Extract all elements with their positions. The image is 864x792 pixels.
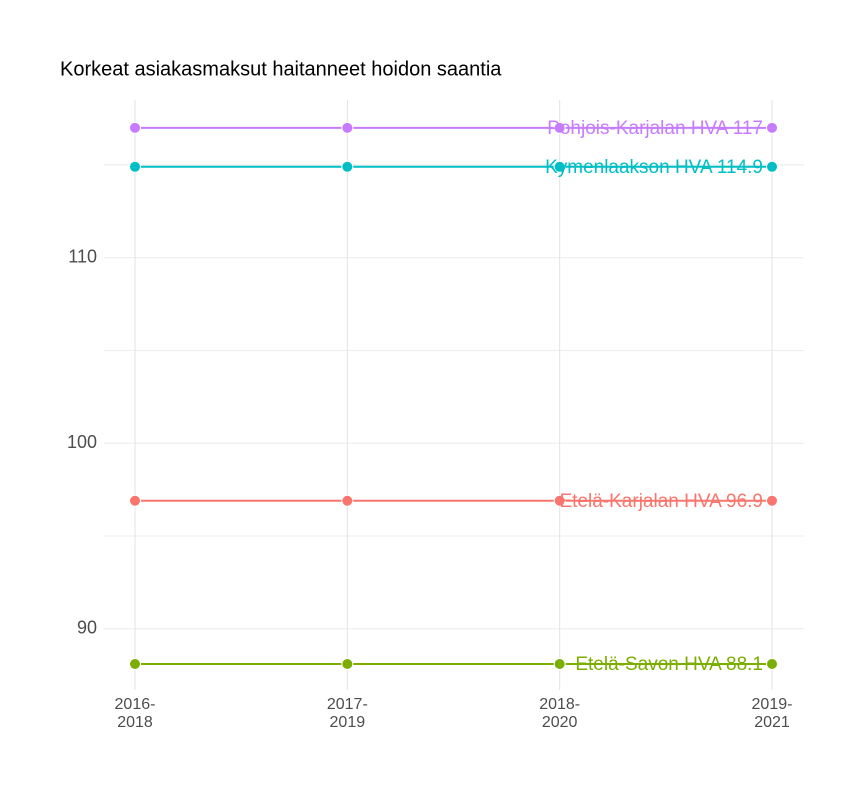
point — [553, 658, 566, 671]
point — [766, 121, 778, 134]
point — [766, 160, 778, 173]
point — [553, 160, 566, 173]
series-label: Etelä-Karjalan HVA 96.9 — [560, 491, 764, 512]
point — [766, 658, 778, 671]
point — [129, 494, 141, 507]
point — [129, 658, 141, 671]
series-label: Pohjois-Karjalan HVA 117 — [547, 118, 763, 139]
chart-title: Korkeat asiakasmaksut haitanneet hoidon … — [60, 58, 502, 80]
x-tick-label: 2019-2021 — [751, 696, 793, 731]
x-tick-label: 2018-2020 — [539, 696, 581, 731]
point — [129, 160, 141, 173]
x-tick-label: 2017-2019 — [326, 696, 368, 731]
point — [766, 494, 778, 507]
series-label: Kymenlaakson HVA 114.9 — [545, 157, 763, 178]
point — [553, 121, 566, 134]
point — [341, 658, 354, 671]
point — [341, 121, 354, 134]
point — [341, 160, 354, 173]
y-tick-label: 100 — [67, 432, 97, 452]
series-label: Etelä-Savon HVA 88.1 — [575, 654, 763, 675]
point — [129, 121, 141, 134]
x-tick-label: 2016-2018 — [114, 696, 156, 731]
point — [341, 494, 354, 507]
y-tick-label: 110 — [68, 246, 97, 266]
point — [553, 494, 566, 507]
y-tick-label: 90 — [77, 618, 97, 638]
